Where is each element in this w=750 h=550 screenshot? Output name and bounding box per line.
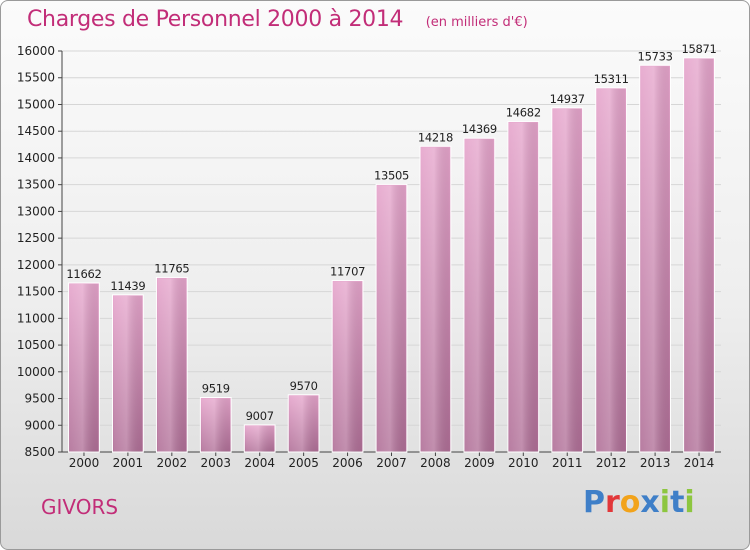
value-label-2013: 15733 bbox=[638, 49, 673, 63]
y-tick-label: 15500 bbox=[17, 71, 55, 85]
chart-unit-label: (en milliers d'€) bbox=[425, 15, 528, 30]
y-tick-label: 9500 bbox=[24, 392, 55, 406]
y-tick-label: 12000 bbox=[17, 258, 55, 272]
bar-shine bbox=[157, 278, 187, 452]
value-label-2002: 11765 bbox=[154, 261, 189, 275]
axes: 8500 9000 9500 10000 10500 11000 11500 12000 125… bbox=[17, 44, 721, 459]
bar-shine bbox=[508, 122, 538, 453]
bar-shine bbox=[113, 295, 143, 452]
city-label: GIVORS bbox=[41, 495, 119, 519]
x-tick-label-2000: 2000 bbox=[69, 456, 100, 470]
value-label-2010: 14682 bbox=[506, 105, 541, 119]
title-row: Charges de Personnel 2000 à 2014 (en mil… bbox=[27, 7, 528, 32]
bar-shine bbox=[245, 425, 275, 452]
bar-shine bbox=[552, 108, 582, 452]
bars bbox=[68, 57, 715, 453]
x-tick-label-2008: 2008 bbox=[420, 456, 451, 470]
bar-shine bbox=[421, 147, 450, 453]
x-tick-label-2001: 2001 bbox=[113, 456, 144, 470]
value-label-2004: 9007 bbox=[246, 409, 274, 423]
value-label-2001: 11439 bbox=[110, 279, 145, 293]
y-tick-label: 8500 bbox=[24, 445, 55, 459]
y-tick-label: 9000 bbox=[24, 418, 55, 432]
x-tick-label-2012: 2012 bbox=[596, 456, 627, 470]
bar-shine bbox=[377, 185, 406, 452]
x-tick-label-2003: 2003 bbox=[200, 456, 231, 470]
y-tick-label: 11500 bbox=[17, 285, 55, 299]
y-tick-label: 13500 bbox=[17, 178, 55, 192]
y-tick-label: 10000 bbox=[17, 365, 55, 379]
value-label-2014: 15871 bbox=[681, 42, 716, 56]
y-tick-label: 12500 bbox=[17, 231, 55, 245]
value-label-2009: 14369 bbox=[462, 122, 497, 136]
bar-shine bbox=[69, 283, 99, 452]
x-tick-label-2007: 2007 bbox=[376, 456, 407, 470]
x-tick-label-2011: 2011 bbox=[552, 456, 583, 470]
bar-shine bbox=[640, 66, 670, 452]
x-tick-label-2009: 2009 bbox=[464, 456, 495, 470]
x-tick-label-2013: 2013 bbox=[640, 456, 671, 470]
value-label-2005: 9570 bbox=[290, 379, 318, 393]
bar-shine bbox=[464, 139, 494, 452]
bar-shine bbox=[201, 398, 231, 452]
value-label-2003: 9519 bbox=[202, 382, 230, 396]
bar-shine bbox=[333, 281, 362, 452]
y-tick-label: 15000 bbox=[17, 97, 55, 111]
x-tick-label-2004: 2004 bbox=[244, 456, 275, 470]
bar-shine bbox=[289, 395, 319, 452]
data-labels: 11662 2000 11439 2001 11765 2002 9519 2003 9007 2… bbox=[66, 42, 716, 470]
y-tick-label: 14500 bbox=[17, 124, 55, 138]
x-tick-label-2005: 2005 bbox=[288, 456, 319, 470]
bar-shine bbox=[596, 88, 626, 452]
x-tick-label-2006: 2006 bbox=[332, 456, 363, 470]
y-tick-label: 16000 bbox=[17, 44, 55, 58]
value-label-2012: 15311 bbox=[594, 72, 629, 86]
value-label-2007: 13505 bbox=[374, 168, 409, 182]
value-label-2008: 14218 bbox=[418, 130, 453, 144]
bar-shine bbox=[684, 58, 714, 452]
proxiti-logo: Proxiti bbox=[583, 485, 695, 520]
value-label-2011: 14937 bbox=[550, 92, 585, 106]
x-tick-label-2002: 2002 bbox=[157, 456, 188, 470]
chart-title: Charges de Personnel 2000 à 2014 bbox=[27, 7, 404, 32]
x-tick-label-2010: 2010 bbox=[508, 456, 539, 470]
y-tick-label: 14000 bbox=[17, 151, 55, 165]
x-tick-label-2014: 2014 bbox=[684, 456, 715, 470]
y-tick-label: 10500 bbox=[17, 338, 55, 352]
y-tick-label: 13000 bbox=[17, 204, 55, 218]
value-label-2006: 11707 bbox=[330, 265, 365, 279]
value-label-2000: 11662 bbox=[66, 267, 101, 281]
y-tick-label: 11000 bbox=[17, 311, 55, 325]
